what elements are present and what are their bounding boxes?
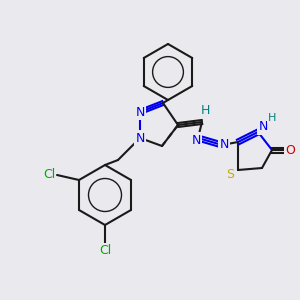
Text: H: H [200, 104, 210, 118]
Text: S: S [226, 167, 234, 181]
Text: N: N [219, 139, 229, 152]
Text: N: N [258, 121, 268, 134]
Text: N: N [191, 134, 201, 146]
Text: Cl: Cl [43, 169, 55, 182]
Text: Cl: Cl [99, 244, 111, 257]
Text: O: O [285, 143, 295, 157]
Text: H: H [268, 113, 276, 123]
Text: N: N [135, 131, 145, 145]
Text: N: N [135, 106, 145, 118]
